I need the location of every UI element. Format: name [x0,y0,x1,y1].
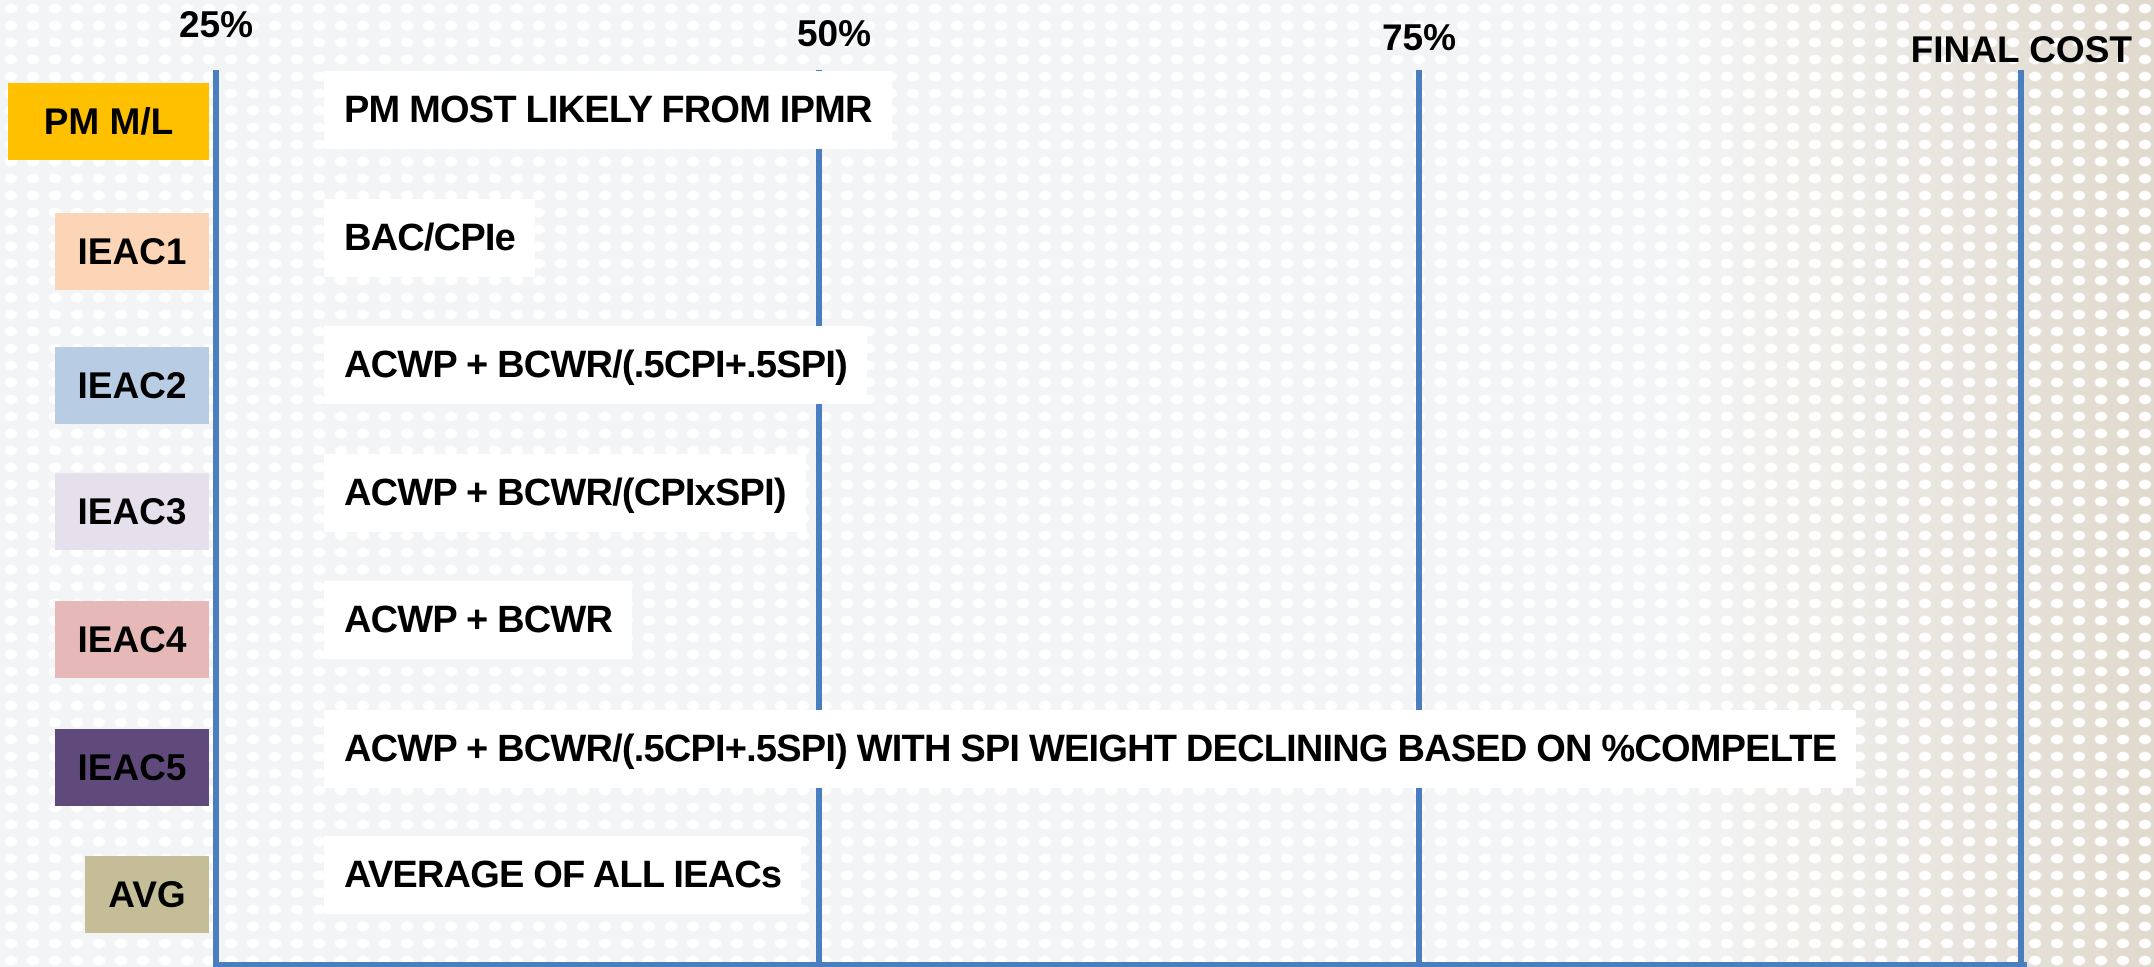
row-description: ACWP + BCWR/(.5CPI+.5SPI) [324,326,867,404]
row-description: ACWP + BCWR [324,581,632,659]
row-label: IEAC3 [55,473,209,550]
column-header: 75% [1382,17,1456,59]
column-header: 50% [797,13,871,55]
row-label: IEAC1 [55,213,209,290]
row-description: PM MOST LIKELY FROM IPMR [324,71,892,149]
row-description: ACWP + BCWR/(.5CPI+.5SPI) WITH SPI WEIGH… [324,710,1856,788]
row-label: PM M/L [8,83,209,160]
base-line [213,962,2027,967]
row-label: IEAC4 [55,601,209,678]
axis-line [1416,70,1422,967]
slide: PM M/L PM MOST LIKELY FROM IPMR IEAC1 BAC/C… [0,0,2154,967]
axis-line [213,70,219,967]
row-label: AVG [85,856,209,933]
column-header: 25% [179,4,253,46]
axis-line [816,70,822,967]
row-description: ACWP + BCWR/(CPIxSPI) [324,454,806,532]
axis-line [2018,70,2024,967]
row-description: AVERAGE OF ALL IEACs [324,836,801,914]
row-label: IEAC2 [55,347,209,424]
row-label: IEAC5 [55,729,209,806]
row-description: BAC/CPIe [324,199,535,277]
column-header: FINAL COST [1911,29,2132,71]
